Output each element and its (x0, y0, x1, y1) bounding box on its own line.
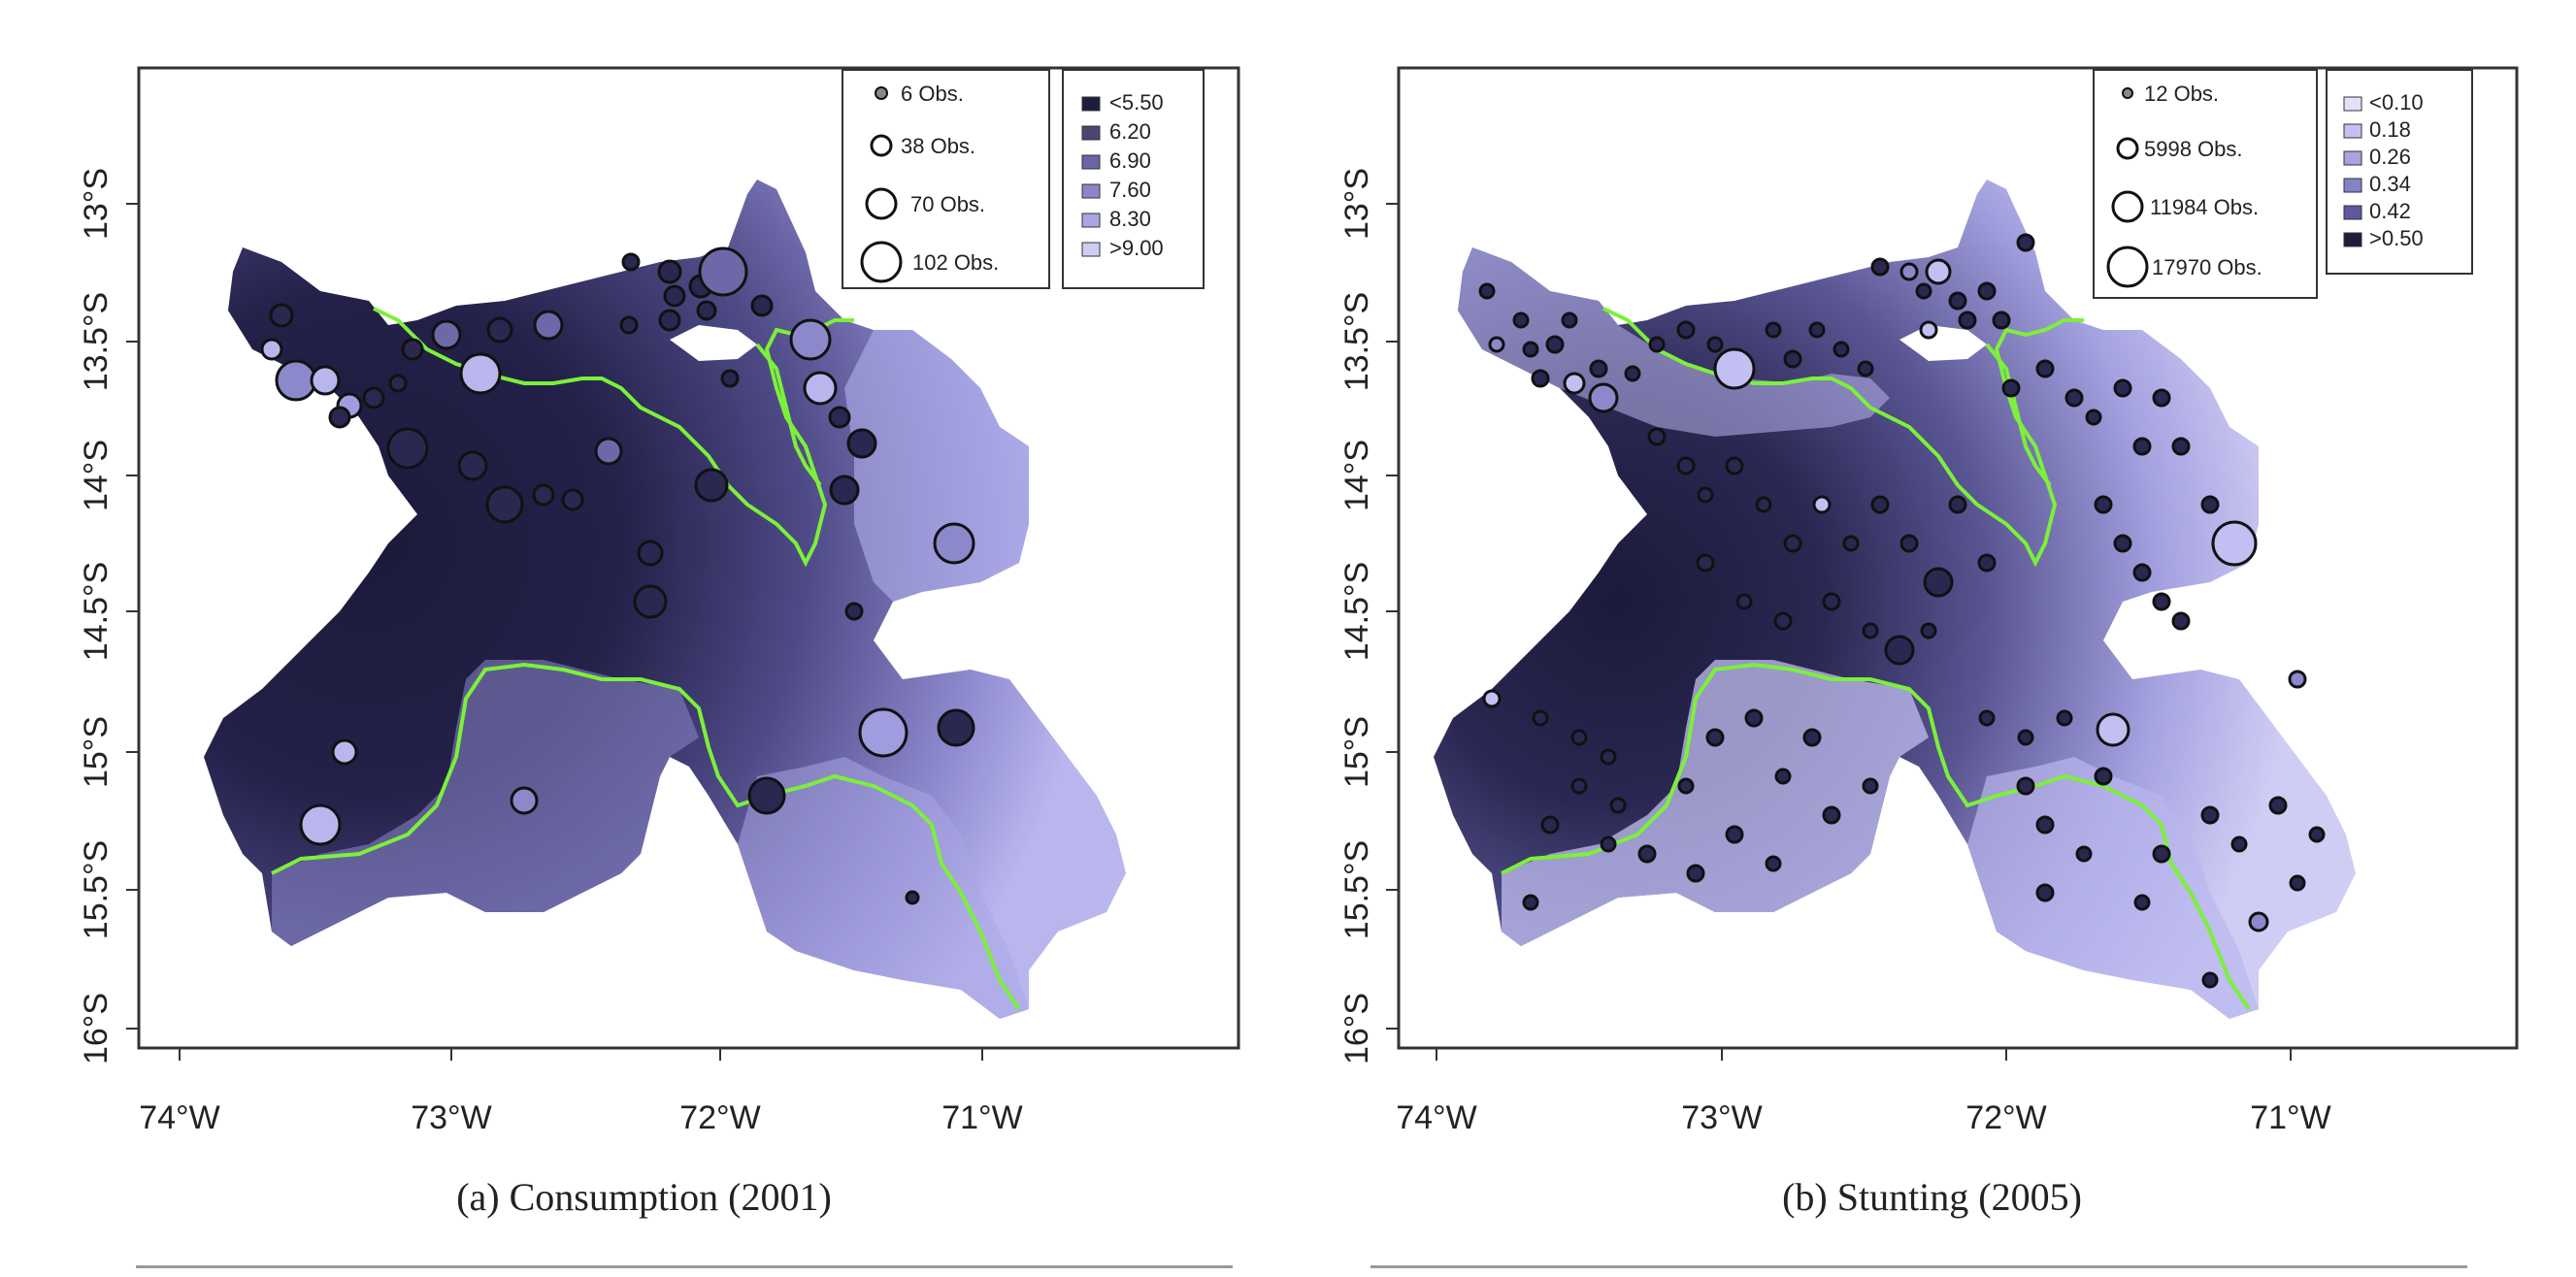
y-tick-label: 13.5°S (78, 292, 115, 391)
southeast-region-light (738, 757, 1029, 1019)
divider (136, 1265, 1233, 1268)
x-tick-label: 73°W (411, 1099, 492, 1136)
y-tick-label: 13°S (78, 168, 115, 240)
color-legend-label: >0.50 (2369, 226, 2424, 250)
y-tick-label: 14°S (78, 440, 115, 511)
color-legend-label: 0.42 (2369, 199, 2411, 223)
y-tick-label: 14.5°S (78, 562, 115, 661)
east-region-light (844, 330, 1029, 602)
color-legend-label: <0.10 (2369, 90, 2424, 115)
figure-caption: (a) Consumption (2001) (456, 1175, 832, 1219)
y-tick-label: 16°S (78, 993, 115, 1064)
color-legend-label: >9.00 (1109, 236, 1164, 260)
x-tick-label: 74°W (139, 1099, 220, 1136)
x-tick-label: 74°W (1396, 1099, 1477, 1136)
color-legend-swatch (2343, 178, 2362, 193)
panel-consumption-map: 74°W 73°W 72°W 71°W 13°S 13.5°S 14°S 14.… (78, 66, 1240, 1268)
color-legend: <0.10 0.18 0.26 0.34 0.42 >0.50 (2326, 69, 2473, 275)
y-tick-label: 13.5°S (1338, 292, 1375, 391)
color-legend-swatch (1081, 213, 1101, 228)
color-legend-swatch (2343, 123, 2362, 139)
color-legend-label: 7.60 (1109, 178, 1151, 202)
color-legend-swatch (2343, 205, 2362, 220)
x-tick-label: 73°W (1681, 1099, 1763, 1136)
stunting-map-plot: 74°W 73°W 72°W 71°W 13°S 13.5°S 14°S 14.… (1338, 66, 2519, 1136)
y-tick-label: 14°S (1338, 440, 1375, 511)
x-tick-label: 72°W (1965, 1099, 2047, 1136)
color-legend-swatch (1081, 183, 1101, 199)
observation-circles (1478, 233, 2326, 989)
y-tick-label: 15.5°S (78, 840, 115, 939)
southern-region-light (1502, 660, 1929, 946)
size-legend-label: 102 Obs. (912, 250, 999, 275)
color-legend-swatch (2343, 232, 2362, 247)
district-boundaries (271, 307, 1021, 1011)
divider (1371, 1265, 2467, 1268)
axis-ticks (126, 203, 983, 1061)
color-legend-label: 0.26 (2369, 145, 2411, 169)
size-legend-label: 12 Obs. (2144, 82, 2219, 106)
y-tick-label: 13°S (1338, 168, 1375, 240)
panel-stunting-map: 74°W 73°W 72°W 71°W 13°S 13.5°S 14°S 14.… (1288, 0, 2576, 1277)
x-tick-label: 72°W (679, 1099, 761, 1136)
color-legend-label: 6.90 (1109, 148, 1151, 173)
size-legend-label: 5998 Obs. (2144, 137, 2243, 161)
color-legend-label: 0.18 (2369, 117, 2411, 142)
y-tick-label: 16°S (1338, 993, 1375, 1064)
color-legend-swatch (1081, 96, 1101, 112)
observation-circles (260, 246, 975, 905)
y-tick-label: 15°S (1338, 716, 1375, 788)
x-tick-label: 71°W (941, 1099, 1023, 1136)
size-legend-label: 11984 Obs. (2150, 195, 2259, 219)
color-legend-swatch (1081, 154, 1101, 170)
lake (670, 325, 757, 361)
color-legend-swatch (2343, 150, 2362, 166)
size-legend-label: 17970 Obs. (2152, 255, 2262, 279)
color-legend-swatch (1081, 242, 1101, 257)
y-tick-label: 15°S (78, 716, 115, 788)
southern-region-light (272, 660, 699, 946)
y-tick-label: 15.5°S (1338, 840, 1375, 939)
x-tick-label: 71°W (2250, 1099, 2331, 1136)
figure-caption: (b) Stunting (2005) (1782, 1175, 2082, 1219)
color-legend-label: 6.20 (1109, 119, 1151, 144)
y-tick-label: 14.5°S (1338, 562, 1375, 661)
color-legend-label: <5.50 (1109, 90, 1164, 115)
color-legend-swatch (1081, 125, 1101, 141)
size-legend: 12 Obs. 5998 Obs. 11984 Obs. 17970 Obs. (2093, 69, 2318, 299)
size-legend-label: 70 Obs. (910, 192, 985, 216)
axis-ticks (1386, 203, 2292, 1061)
color-legend-swatch (2343, 96, 2362, 112)
color-legend-label: 8.30 (1109, 207, 1151, 231)
size-legend: 6 Obs. 38 Obs. 70 Obs. 102 Obs. (842, 69, 1050, 289)
size-legend-label: 38 Obs. (901, 134, 975, 158)
consumption-map-plot: 74°W 73°W 72°W 71°W 13°S 13.5°S 14°S 14.… (78, 66, 1240, 1136)
color-legend: <5.50 6.20 6.90 7.60 8.30 >9.00 (1062, 69, 1205, 289)
color-legend-label: 0.34 (2369, 172, 2411, 196)
size-legend-label: 6 Obs. (901, 82, 964, 106)
